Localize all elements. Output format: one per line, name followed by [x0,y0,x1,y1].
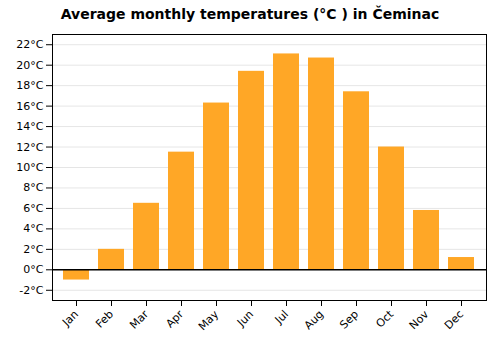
svg-text:Nov: Nov [407,307,432,332]
html-text:Average monthly temperatures (: Average monthly temperatures (°C ) in Če… [60,6,440,22]
svg-text:8°C: 8°C [23,181,43,194]
svg-text:Jan: Jan [59,308,81,330]
svg-text:Jul: Jul [272,308,291,327]
svg-text:6°C: 6°C [23,202,43,215]
svg-text:18°C: 18°C [16,79,43,92]
svg-text:May: May [196,307,222,333]
svg-text:Feb: Feb [93,308,116,331]
svg-text:Jun: Jun [234,308,256,330]
svg-text:4°C: 4°C [23,222,43,235]
svg-text:2°C: 2°C [23,243,43,256]
svg-text:14°C: 14°C [16,120,43,133]
svg-text:Oct: Oct [373,307,396,330]
svg-text:Sep: Sep [337,308,361,332]
svg-text:Aug: Aug [302,308,326,332]
svg-text:16°C: 16°C [16,100,43,113]
svg-text:Dec: Dec [442,308,466,332]
svg-text:10°C: 10°C [16,161,43,174]
svg-text:22°C: 22°C [16,38,43,51]
svg-text:Apr: Apr [163,307,186,330]
svg-text:20°C: 20°C [16,59,43,72]
svg-text:12°C: 12°C [16,141,43,154]
svg-text:0°C: 0°C [23,263,43,276]
svg-text:Mar: Mar [127,307,151,331]
svg-text:-2°C: -2°C [19,284,43,297]
